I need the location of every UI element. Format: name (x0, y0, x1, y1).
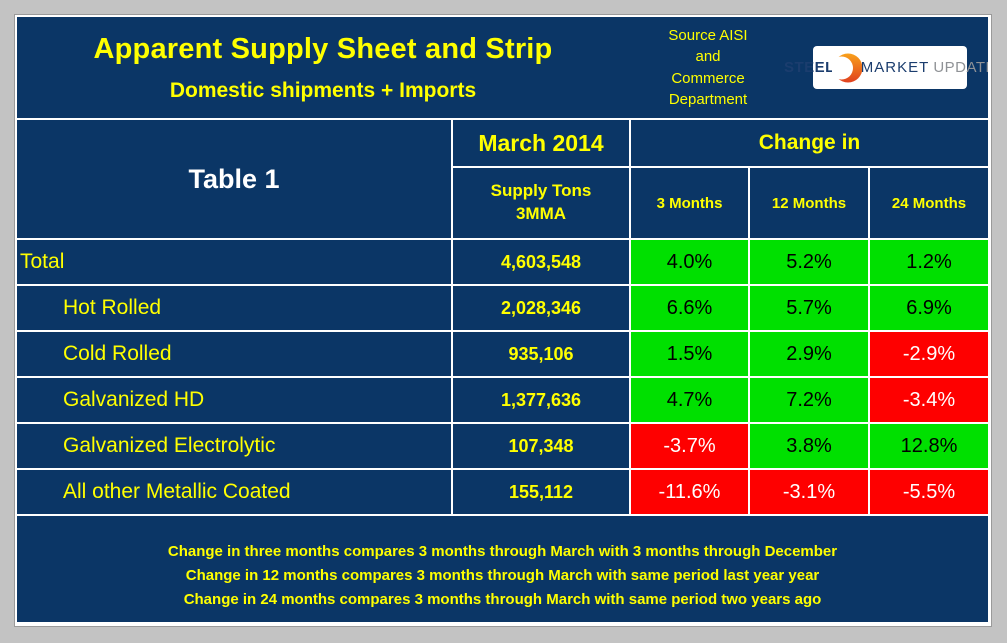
pct-cell: 1.2% (870, 240, 988, 284)
supply-value: 935,106 (453, 332, 629, 376)
supply-value: 4,603,548 (453, 240, 629, 284)
supply-header-line1: Supply Tons (490, 181, 592, 201)
pct-cell: 2.9% (750, 332, 868, 376)
header-band: Apparent Supply Sheet and Strip Domestic… (17, 17, 988, 118)
row-label-hot-rolled: Hot Rolled (17, 286, 451, 330)
pct-cell: 7.2% (750, 378, 868, 422)
pct-cell: 6.6% (631, 286, 748, 330)
pct-cell: 12.8% (870, 424, 988, 468)
pct-cell: -11.6% (631, 470, 748, 514)
logo-word-update: UPDATE (933, 59, 988, 76)
row-label-cold-rolled: Cold Rolled (17, 332, 451, 376)
source-line: Source AISI (668, 27, 748, 44)
pct-cell: -2.9% (870, 332, 988, 376)
pct-cell: -3.4% (870, 378, 988, 422)
crescent-icon (831, 53, 863, 82)
logo-word-market: MARKET (860, 59, 930, 76)
pct-cell: -3.7% (631, 424, 748, 468)
pct-cell: 4.7% (631, 378, 748, 422)
pct-cell: 6.9% (870, 286, 988, 330)
source-line: Commerce (671, 69, 745, 87)
supply-table: Apparent Supply Sheet and Strip Domestic… (14, 14, 992, 627)
pct-cell: 1.5% (631, 332, 748, 376)
row-label-galvanized-electrolytic: Galvanized Electrolytic (17, 424, 451, 468)
row-label-galvanized-hd: Galvanized HD (17, 378, 451, 422)
column-header-3-months: 3 Months (631, 168, 748, 238)
pct-cell: 5.7% (750, 286, 868, 330)
page-subtitle: Domestic shipments + Imports (169, 79, 477, 102)
steel-market-update-logo: STEEL MARKET UPDATE (784, 46, 988, 89)
table-corner-label: Table 1 (17, 120, 451, 238)
footnote-line: Change in three months compares 3 months… (167, 543, 838, 560)
supply-tons-header: Supply Tons 3MMA (453, 168, 629, 238)
column-header-12-months: 12 Months (750, 168, 868, 238)
row-label-total: Total (17, 240, 451, 284)
supply-header-line2: 3MMA (515, 204, 567, 223)
source-line: and (695, 48, 721, 66)
supply-value: 107,348 (453, 424, 629, 468)
period-header: March 2014 (453, 120, 629, 166)
pct-cell: -3.1% (750, 470, 868, 514)
footnote-line: Change in 24 months compares 3 months th… (183, 591, 822, 608)
supply-value: 2,028,346 (453, 286, 629, 330)
title-block: Apparent Supply Sheet and Strip Domestic… (17, 17, 629, 118)
supply-value: 1,377,636 (453, 378, 629, 422)
footnotes: Change in three months compares 3 months… (17, 516, 988, 622)
source-line: Department (668, 90, 748, 108)
pct-cell: 4.0% (631, 240, 748, 284)
page-title: Apparent Supply Sheet and Strip (93, 33, 553, 65)
source-note: Source AISI and Commerce Department (629, 25, 787, 118)
logo-word-steel: STEEL (783, 59, 835, 76)
supply-value: 155,112 (453, 470, 629, 514)
footnote-line: Change in 12 months compares 3 months th… (185, 567, 820, 584)
column-header-24-months: 24 Months (870, 168, 988, 238)
logo-area: STEEL MARKET UPDATE (784, 17, 988, 118)
pct-cell: 5.2% (750, 240, 868, 284)
change-in-header: Change in (631, 120, 988, 166)
pct-cell: -5.5% (870, 470, 988, 514)
pct-cell: 3.8% (750, 424, 868, 468)
row-label-all-other-metallic-coated: All other Metallic Coated (17, 470, 451, 514)
